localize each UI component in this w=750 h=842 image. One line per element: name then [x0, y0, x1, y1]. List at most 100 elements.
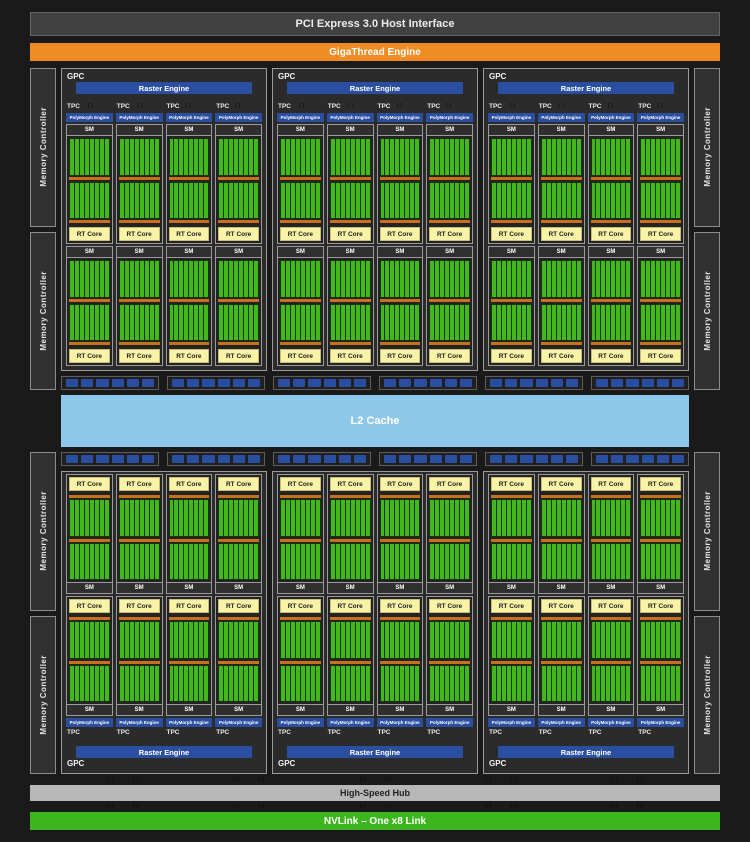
core-cell [465, 139, 469, 175]
core-cell [310, 139, 315, 175]
core-bank [69, 181, 110, 223]
gpc-label: GPC [278, 759, 296, 768]
core-cell [410, 500, 415, 536]
core-cell [79, 304, 84, 340]
core-cell [651, 139, 656, 175]
core-cell [390, 139, 395, 175]
core-cell-row [218, 499, 259, 537]
rt-core-block: RT Core [218, 477, 259, 491]
tpc-label: TPC [116, 729, 130, 736]
core-cell [219, 304, 224, 340]
core-cell [199, 182, 204, 218]
nvlink-bar: NVLink – One x8 Link [30, 812, 720, 830]
memory-partition-cell [172, 379, 185, 387]
gpc-label: GPC [489, 72, 507, 81]
core-cell [435, 665, 440, 701]
core-cell [601, 622, 606, 658]
core-cell [144, 543, 149, 579]
core-cell [199, 665, 204, 701]
core-bank [429, 660, 470, 702]
polymorph-engine-bar: PolyMorph Engine [537, 113, 585, 122]
rt-core-block: RT Core [429, 349, 470, 363]
core-cell [350, 261, 355, 297]
core-cell [551, 139, 556, 175]
polymorph-engine-bar: PolyMorph Engine [115, 113, 163, 122]
core-bank [280, 495, 321, 537]
core-cell [621, 665, 626, 701]
core-cell [460, 622, 465, 658]
core-cell-row [379, 499, 421, 537]
core-cell [184, 182, 189, 218]
core-cell [79, 622, 84, 658]
core-cell [576, 261, 581, 297]
core-cell [501, 622, 506, 658]
core-array [429, 495, 470, 580]
ldst-strip [69, 617, 110, 620]
core-cell [496, 500, 501, 536]
core-cell [149, 500, 154, 536]
core-cell [676, 500, 680, 536]
core-cell [189, 139, 194, 175]
sm-block: SM RT Core [488, 474, 535, 594]
core-cell [315, 139, 320, 175]
core-cell [249, 543, 254, 579]
sm-block: SM RT Core [376, 246, 424, 366]
core-cell [601, 261, 606, 297]
core-cell [646, 304, 651, 340]
core-cell [611, 261, 616, 297]
core-cell [506, 543, 511, 579]
core-cell [249, 665, 254, 701]
core-cell [89, 182, 94, 218]
core-cell [365, 500, 370, 536]
core-cell [492, 622, 496, 658]
core-cell-row [168, 542, 210, 580]
core-cell [506, 665, 511, 701]
core-cell-row [640, 621, 681, 659]
core-cell [666, 665, 671, 701]
core-cell [340, 261, 345, 297]
core-cell [355, 500, 360, 536]
core-cell [576, 665, 581, 701]
core-cell [516, 139, 521, 175]
core-cell [460, 261, 465, 297]
sm-label: SM [67, 247, 112, 258]
core-cell [335, 139, 340, 175]
core-cell [400, 500, 405, 536]
core-bank [379, 181, 421, 223]
core-cell [154, 261, 159, 297]
tpc-row: TPC PolyMorph Engine SM RT Core SM RT Core TPC… [66, 474, 262, 737]
core-cell [450, 261, 455, 297]
sm-label: SM [216, 247, 261, 258]
core-cell [355, 304, 360, 340]
updown-arrows-icon: ↕↕ [485, 803, 492, 810]
core-cell [310, 665, 315, 701]
core-cell [551, 543, 556, 579]
core-cell [229, 139, 234, 175]
core-cell-row [280, 260, 321, 298]
ldst-strip [280, 342, 321, 345]
core-cell [526, 139, 531, 175]
core-bank [218, 660, 259, 702]
core-cell [676, 304, 680, 340]
core-cell [521, 622, 526, 658]
core-cell [385, 543, 390, 579]
tpc-label: TPC [67, 103, 80, 110]
core-cell [541, 622, 546, 658]
core-cell [149, 543, 154, 579]
core-cell [149, 261, 154, 297]
core-cell-row [280, 542, 321, 580]
ldst-strip [590, 495, 632, 498]
ldst-strip [540, 538, 582, 542]
memory-partition-cell [308, 455, 321, 463]
core-cell [390, 182, 395, 218]
core-cell [99, 543, 104, 579]
updown-arrows-icon: ↕↕ [445, 102, 452, 109]
core-array [118, 617, 160, 702]
core-cell [345, 665, 350, 701]
core-cell [646, 139, 651, 175]
core-bank [280, 260, 321, 302]
core-cell [410, 304, 415, 340]
core-cell [606, 622, 611, 658]
ldst-strip [429, 176, 470, 180]
core-cell [616, 665, 621, 701]
